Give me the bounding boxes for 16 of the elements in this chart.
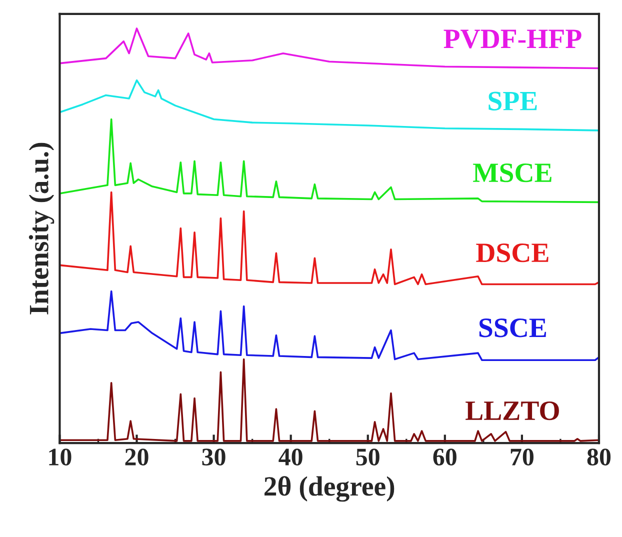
x-tick-label: 50 [356, 448, 380, 466]
series-label: PVDF-HFP [444, 30, 582, 48]
x-tick-label: 10 [49, 448, 72, 466]
series-label: SSCE [479, 318, 546, 338]
x-tick-label: 70 [510, 448, 534, 466]
series-label: DSCE [476, 244, 548, 262]
series-label: MSCE [473, 164, 552, 182]
x-tick-label: 40 [278, 448, 302, 466]
series-label: SPE [488, 92, 537, 110]
x-tick-label: 80 [587, 448, 611, 466]
x-axis-title: 2θ (degree) [264, 476, 394, 502]
y-axis-title: Intensity (a.u.) [28, 142, 54, 314]
x-tick-label: 30 [202, 448, 226, 466]
x-tick-label: 20 [125, 448, 148, 466]
series-label: LLZTO [466, 401, 559, 420]
x-tick-label: 60 [433, 448, 456, 466]
